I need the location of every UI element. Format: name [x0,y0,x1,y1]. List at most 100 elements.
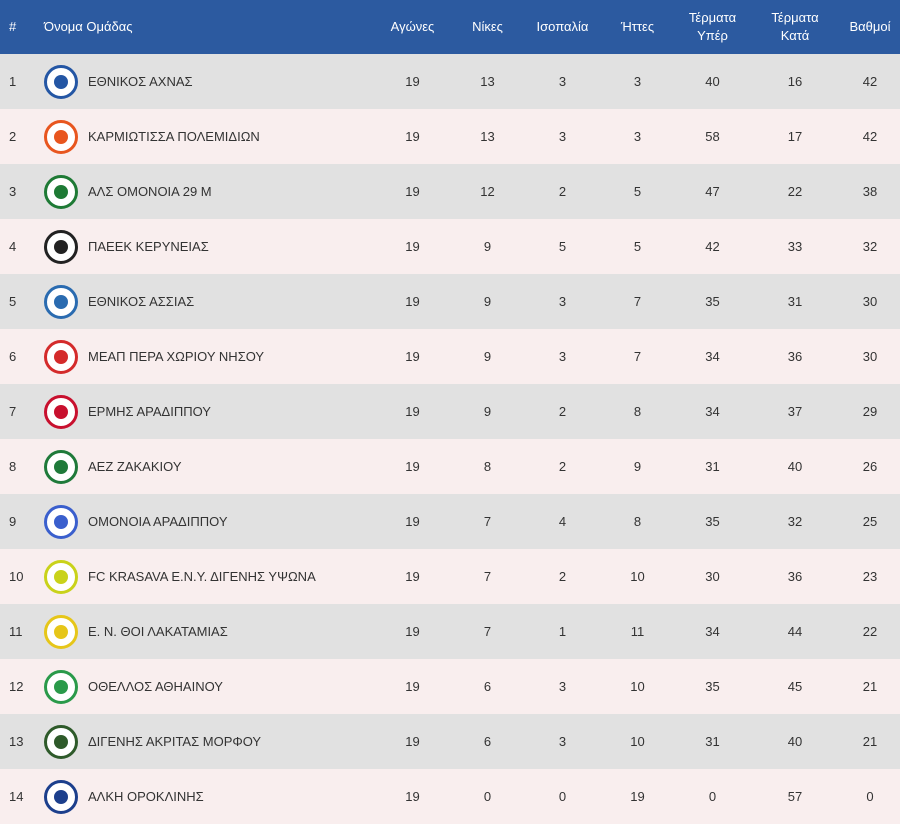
header-row: # Όνομα Ομάδας Αγώνες Νίκες Ισοπαλία Ήττ… [0,0,900,54]
team-cell[interactable]: ΔΙΓΕΝΗΣ ΑΚΡΙΤΑΣ ΜΟΡΦΟΥ [36,714,375,769]
team-info[interactable]: ΕΘΝΙΚΟΣ ΑΧΝΑΣ [44,64,375,99]
omonoia-aradippou-crest-icon [44,504,78,539]
goals-for-cell: 34 [705,404,720,419]
table-row[interactable]: 5 ΕΘΝΙΚΟΣ ΑΣΣΙΑΣ 19 9 3 7 35 31 30 [0,274,900,329]
team-info[interactable]: ΟΘΕΛΛΟΣ ΑΘΗΑΙΝΟΥ [44,669,375,704]
played-cell: 19 [405,624,420,639]
goals-against-cell: 17 [787,129,803,144]
losses-cell: 10 [630,569,645,584]
team-cell[interactable]: ΑΛΣ ΟΜΟΝΟΙΑ 29 Μ [36,164,375,219]
team-info[interactable]: ΕΡΜΗΣ ΑΡΑΔΙΠΠΟΥ [44,394,375,429]
team-name-link[interactable]: ΑΛΚΗ ΟΡΟΚΛΙΝΗΣ [88,789,204,804]
team-cell[interactable]: ΜΕΑΠ ΠΕΡΑ ΧΩΡΙΟΥ ΝΗΣΟΥ [36,329,375,384]
played-cell: 19 [405,789,420,804]
goals-against-cell: 45 [787,679,803,694]
ethnikos-achnas-crest-icon [44,64,78,99]
team-cell[interactable]: ΚΑΡΜΙΩΤΙΣΣΑ ΠΟΛΕΜΙΔΙΩΝ [36,109,375,164]
col-played-header[interactable]: Αγώνες [390,19,435,34]
position-cell: 5 [9,294,17,309]
team-name-link[interactable]: ΕΘΝΙΚΟΣ ΑΧΝΑΣ [88,74,193,89]
team-name-link[interactable]: ΟΘΕΛΛΟΣ ΑΘΗΑΙΝΟΥ [88,679,223,694]
table-row[interactable]: 4 ΠΑΕΕΚ ΚΕΡΥΝΕΙΑΣ 19 9 5 5 42 33 32 [0,219,900,274]
team-name-link[interactable]: ΚΑΡΜΙΩΤΙΣΣΑ ΠΟΛΕΜΙΔΙΩΝ [88,129,260,144]
col-points-header[interactable]: Βαθμοί [849,19,891,34]
col-position-header[interactable]: # [9,19,17,34]
team-cell[interactable]: ΕΘΝΙΚΟΣ ΑΧΝΑΣ [36,54,375,109]
table-row[interactable]: 2 ΚΑΡΜΙΩΤΙΣΣΑ ΠΟΛΕΜΙΔΙΩΝ 19 13 3 3 58 17 42 [0,109,900,164]
crest-center-icon [54,624,68,639]
crest-center-icon [54,129,68,144]
table-row[interactable]: 3 ΑΛΣ ΟΜΟΝΟΙΑ 29 Μ 19 12 2 5 47 22 38 [0,164,900,219]
team-cell[interactable]: FC KRASAVA Ε.Ν.Υ. ΔΙΓΕΝΗΣ ΥΨΩΝΑ [36,549,375,604]
team-info[interactable]: ΜΕΑΠ ΠΕΡΑ ΧΩΡΙΟΥ ΝΗΣΟΥ [44,339,375,374]
table-row[interactable]: 7 ΕΡΜΗΣ ΑΡΑΔΙΠΠΟΥ 19 9 2 8 34 37 29 [0,384,900,439]
team-name-link[interactable]: Ε. Ν. ΘΟΙ ΛΑΚΑΤΑΜΙΑΣ [88,624,228,639]
table-row[interactable]: 11 Ε. Ν. ΘΟΙ ΛΑΚΑΤΑΜΙΑΣ 19 7 1 11 34 44 22 [0,604,900,659]
table-row[interactable]: 13 ΔΙΓΕΝΗΣ ΑΚΡΙΤΑΣ ΜΟΡΦΟΥ 19 6 3 10 31 40 21 [0,714,900,769]
points-cell: 42 [862,74,878,89]
team-name-link[interactable]: ΕΘΝΙΚΟΣ ΑΣΣΙΑΣ [88,294,195,309]
team-cell[interactable]: ΕΘΝΙΚΟΣ ΑΣΣΙΑΣ [36,274,375,329]
goals-against-line2: Κατά [780,28,810,43]
team-name-link[interactable]: ΠΑΕΕΚ ΚΕΡΥΝΕΙΑΣ [88,239,209,254]
goals-against-cell: 33 [787,239,803,254]
wins-cell: 9 [483,294,492,309]
draws-cell: 3 [558,734,567,749]
table-row[interactable]: 1 ΕΘΝΙΚΟΣ ΑΧΝΑΣ 19 13 3 3 40 16 42 [0,54,900,109]
losses-cell: 5 [633,239,642,254]
losses-cell: 7 [633,294,642,309]
team-cell[interactable]: ΟΜΟΝΟΙΑ ΑΡΑΔΙΠΠΟΥ [36,494,375,549]
wins-cell: 8 [483,459,492,474]
team-info[interactable]: ΔΙΓΕΝΗΣ ΑΚΡΙΤΑΣ ΜΟΡΦΟΥ [44,724,375,759]
table-row[interactable]: 8 ΑΕΖ ΖΑΚΑΚΙΟΥ 19 8 2 9 31 40 26 [0,439,900,494]
played-cell: 19 [405,349,420,364]
team-name-link[interactable]: ΑΛΣ ΟΜΟΝΟΙΑ 29 Μ [88,184,212,199]
team-info[interactable]: ΑΛΚΗ ΟΡΟΚΛΙΝΗΣ [44,779,375,814]
position-cell: 8 [9,459,17,474]
points-cell: 30 [862,349,878,364]
team-name-link[interactable]: ΔΙΓΕΝΗΣ ΑΚΡΙΤΑΣ ΜΟΡΦΟΥ [88,734,262,749]
position-cell: 10 [9,569,24,584]
draws-cell: 2 [558,459,567,474]
team-info[interactable]: ΑΕΖ ΖΑΚΑΚΙΟΥ [44,449,375,484]
table-row[interactable]: 14 ΑΛΚΗ ΟΡΟΚΛΙΝΗΣ 19 0 0 19 0 57 0 [0,769,900,824]
crest-center-icon [54,294,68,309]
team-info[interactable]: ΚΑΡΜΙΩΤΙΣΣΑ ΠΟΛΕΜΙΔΙΩΝ [44,119,375,154]
team-cell[interactable]: ΑΛΚΗ ΟΡΟΚΛΙΝΗΣ [36,769,375,824]
table-row[interactable]: 12 ΟΘΕΛΛΟΣ ΑΘΗΑΙΝΟΥ 19 6 3 10 35 45 21 [0,659,900,714]
team-cell[interactable]: ΟΘΕΛΛΟΣ ΑΘΗΑΙΝΟΥ [36,659,375,714]
losses-cell: 8 [633,514,642,529]
team-info[interactable]: ΟΜΟΝΟΙΑ ΑΡΑΔΙΠΠΟΥ [44,504,375,539]
points-cell: 29 [862,404,878,419]
team-info[interactable]: Ε. Ν. ΘΟΙ ΛΑΚΑΤΑΜΙΑΣ [44,614,375,649]
team-name-link[interactable]: ΜΕΑΠ ΠΕΡΑ ΧΩΡΙΟΥ ΝΗΣΟΥ [88,349,265,364]
table-row[interactable]: 6 ΜΕΑΠ ΠΕΡΑ ΧΩΡΙΟΥ ΝΗΣΟΥ 19 9 3 7 34 36 30 [0,329,900,384]
col-wins-header[interactable]: Νίκες [472,19,503,34]
goals-against-cell: 44 [787,624,803,639]
team-info[interactable]: ΠΑΕΕΚ ΚΕΡΥΝΕΙΑΣ [44,229,375,264]
team-info[interactable]: ΑΛΣ ΟΜΟΝΟΙΑ 29 Μ [44,174,375,209]
team-cell[interactable]: ΕΡΜΗΣ ΑΡΑΔΙΠΠΟΥ [36,384,375,439]
position-cell: 1 [9,74,17,89]
col-goals-for-header[interactable]: Τέρματα Υπέρ [675,0,750,54]
table-row[interactable]: 10 FC KRASAVA Ε.Ν.Υ. ΔΙΓΕΝΗΣ ΥΨΩΝΑ 19 7 2 10 3… [0,549,900,604]
team-cell[interactable]: Ε. Ν. ΘΟΙ ΛΑΚΑΤΑΜΙΑΣ [36,604,375,659]
team-name-link[interactable]: ΕΡΜΗΣ ΑΡΑΔΙΠΠΟΥ [88,404,211,419]
col-goals-against-header[interactable]: Τέρματα Κατά [750,0,840,54]
team-cell[interactable]: ΑΕΖ ΖΑΚΑΚΙΟΥ [36,439,375,494]
team-info[interactable]: ΕΘΝΙΚΟΣ ΑΣΣΙΑΣ [44,284,375,319]
team-cell[interactable]: ΠΑΕΕΚ ΚΕΡΥΝΕΙΑΣ [36,219,375,274]
crest-center-icon [54,459,68,474]
col-draws-header[interactable]: Ισοπαλία [536,19,589,34]
team-info[interactable]: FC KRASAVA Ε.Ν.Υ. ΔΙΓΕΝΗΣ ΥΨΩΝΑ [44,559,375,594]
goals-for-cell: 31 [705,459,720,474]
played-cell: 19 [405,184,420,199]
table-row[interactable]: 9 ΟΜΟΝΟΙΑ ΑΡΑΔΙΠΠΟΥ 19 7 4 8 35 32 25 [0,494,900,549]
col-losses-header[interactable]: Ήττες [620,19,655,34]
team-name-link[interactable]: FC KRASAVA Ε.Ν.Υ. ΔΙΓΕΝΗΣ ΥΨΩΝΑ [88,569,316,584]
paeek-crest-icon [44,229,78,264]
omonoia-29m-crest-icon [44,174,78,209]
team-name-link[interactable]: ΟΜΟΝΟΙΑ ΑΡΑΔΙΠΠΟΥ [88,514,228,529]
col-team-header[interactable]: Όνομα Ομάδας [44,19,133,34]
team-name-link[interactable]: ΑΕΖ ΖΑΚΑΚΙΟΥ [88,459,182,474]
